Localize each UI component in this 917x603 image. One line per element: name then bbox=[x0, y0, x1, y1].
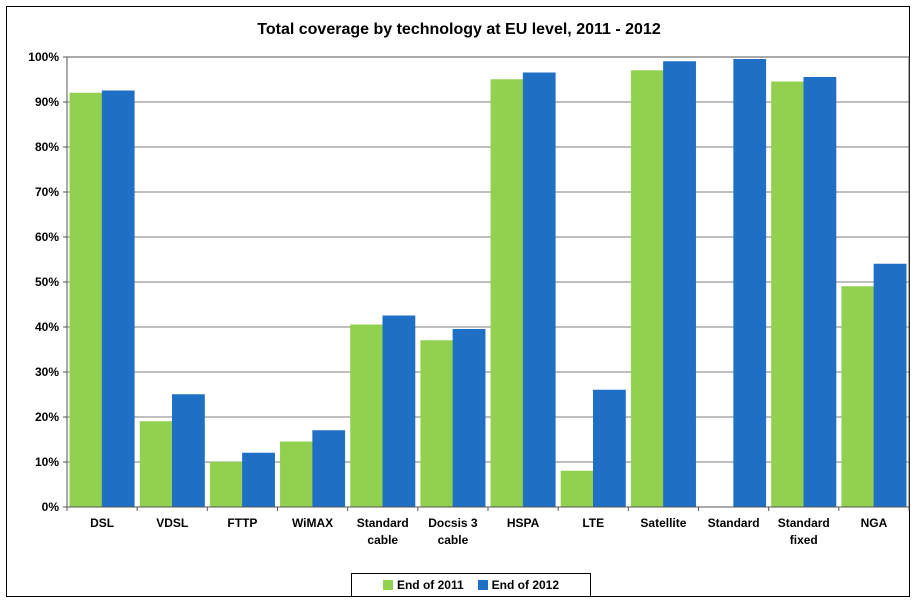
bars bbox=[69, 59, 907, 508]
x-axis-categories: DSL VDSL FTTP WiMAX Standard cable Docsis 3 cab… bbox=[90, 516, 887, 547]
y-tick-label: 60% bbox=[35, 230, 59, 244]
x-category-label: DSL bbox=[90, 516, 114, 530]
x-category-label: Satellite bbox=[640, 516, 686, 530]
legend-label-2012: End of 2012 bbox=[491, 578, 560, 592]
bar-chart: Total coverage by technology at EU level… bbox=[28, 21, 910, 547]
bar-2012 bbox=[803, 77, 837, 508]
legend-label-2011: End of 2011 bbox=[396, 578, 464, 592]
bar-2012 bbox=[312, 430, 346, 508]
y-tick-label: 40% bbox=[35, 320, 59, 334]
y-tick-label: 50% bbox=[35, 275, 59, 289]
x-category-label: LTE bbox=[582, 516, 604, 530]
y-tick-label: 70% bbox=[35, 185, 59, 199]
legend-swatch-2012 bbox=[477, 580, 488, 590]
bar-2011 bbox=[420, 340, 454, 508]
chart-title: Total coverage by technology at EU level… bbox=[257, 21, 661, 38]
bar-2012 bbox=[172, 394, 205, 508]
bar-2012 bbox=[593, 389, 626, 508]
x-category-label: Standard bbox=[708, 516, 760, 530]
bar-2011 bbox=[280, 441, 313, 508]
y-tick-label: 20% bbox=[35, 410, 59, 424]
y-tick-label: 90% bbox=[35, 95, 59, 109]
bar-2012 bbox=[101, 90, 135, 508]
y-tick-label: 100% bbox=[28, 50, 59, 64]
bar-2012 bbox=[452, 329, 486, 508]
bar-2011 bbox=[560, 470, 594, 508]
bar-2011 bbox=[139, 421, 173, 508]
bar-2012 bbox=[382, 315, 416, 508]
x-category-label: FTTP bbox=[227, 516, 257, 530]
x-category-label: HSPA bbox=[507, 516, 540, 530]
x-category-label: WiMAX bbox=[292, 516, 333, 530]
bar-2011 bbox=[771, 81, 804, 508]
y-tick-label: 0% bbox=[42, 500, 60, 514]
gridlines bbox=[67, 101, 909, 463]
x-category-label: NGA bbox=[861, 516, 888, 530]
axes bbox=[63, 56, 910, 511]
y-axis-ticks: 0% 10% 20% 30% 40% 50% 60% 70% 80% 90% 100% bbox=[28, 50, 59, 514]
bar-2011 bbox=[69, 92, 103, 508]
bar-2012 bbox=[242, 452, 275, 508]
legend: End of 2011 End of 2012 bbox=[351, 573, 591, 597]
bar-2012 bbox=[522, 72, 556, 508]
x-category-label: VDSL bbox=[156, 516, 188, 530]
legend-swatch-2011 bbox=[382, 580, 393, 590]
bar-2012 bbox=[873, 263, 907, 508]
bar-2011 bbox=[841, 286, 875, 508]
chart-frame: Total coverage by technology at EU level… bbox=[6, 6, 910, 597]
y-tick-label: 10% bbox=[35, 455, 59, 469]
y-tick-label: 30% bbox=[35, 365, 59, 379]
x-category-label: Docsis 3 cable bbox=[428, 516, 478, 547]
bar-2011 bbox=[350, 324, 383, 508]
bar-2011 bbox=[630, 70, 664, 508]
bar-2011 bbox=[490, 79, 524, 508]
x-category-label: Standard cable bbox=[357, 516, 409, 547]
y-tick-label: 80% bbox=[35, 140, 59, 154]
legend-item-2011: End of 2011 bbox=[382, 578, 464, 592]
bar-2012 bbox=[663, 61, 696, 508]
bar-2012 bbox=[733, 59, 767, 508]
bar-2011 bbox=[209, 461, 243, 508]
x-category-label: Standard fixed bbox=[778, 516, 830, 547]
legend-item-2012: End of 2012 bbox=[477, 578, 560, 592]
